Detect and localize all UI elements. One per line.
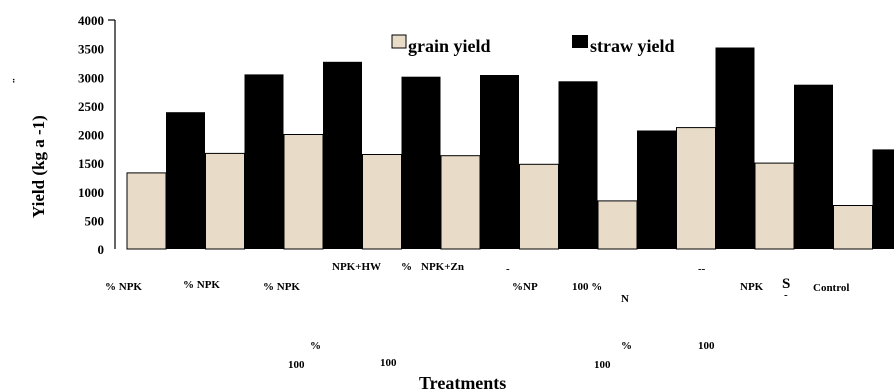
category-label-fragment: NPK+Zn [421,261,464,273]
legend-label-straw-yield: straw yield [590,36,675,56]
bar-straw-yield [794,84,833,249]
category-label-fragment: 100 [288,359,305,371]
y-tick-label: 3500 [78,42,104,57]
category-labels: % NPK % NPK % NPK NPK+HW % NPK+Zn %NP 10… [105,261,849,371]
bar-straw-yield [715,47,755,249]
bar-straw-yield [637,130,676,249]
x-axis-title: Treatments [419,373,506,392]
category-label-fragment: % [621,340,632,352]
y-tick-label: 2000 [78,128,104,143]
y-axis-title: Yield (kg a -1) [29,115,48,218]
legend-label-grain-yield: grain yield [408,36,491,56]
y-tick-label: 0 [98,242,105,257]
y-tick-label: 1000 [78,185,104,200]
bar-grain-yield [205,152,245,250]
category-label-fragment: % NPK [105,281,142,293]
bar-straw-yield [480,75,519,249]
bar-grain-yield [126,172,167,250]
bar-grain-yield [833,205,873,250]
category-label-fragment: - [506,263,510,275]
bar-grain-yield [676,127,716,250]
category-label-fragment: 100 [380,357,397,369]
bar-straw-yield [872,149,894,249]
y-tick-label: 500 [85,213,105,228]
bar-straw-yield [323,61,362,249]
y-axis-title-mark: ¨ [11,78,26,83]
y-tick-label: 2500 [78,99,104,114]
bar-straw-yield [166,112,205,249]
bar-grain-yield [440,155,481,250]
category-label-fragment: Control [813,282,849,294]
y-tick-label: 4000 [78,13,104,28]
category-label-fragment: % NPK [183,279,220,291]
bar-straw-yield [401,76,441,249]
category-label-fragment: 100 [698,340,715,352]
category-label-fragment: S [782,276,790,292]
bar-grain-yield [519,163,559,250]
bar-grain-yield [754,162,795,250]
category-label-fragment: % NPK [263,281,300,293]
category-label-fragment: - [784,289,788,301]
bar-grain-yield [283,134,324,250]
bar-grain-yield [597,200,638,250]
category-label-fragment: NPK [740,281,764,293]
legend-swatch-grain-yield [391,34,407,49]
bar-straw-yield [558,81,598,249]
legend-swatch-straw-yield [572,35,588,48]
category-label-fragment: % [310,340,321,352]
category-label-fragment: -- [698,263,706,275]
legend: grain yield straw yield [391,34,675,56]
category-label-fragment: N [621,293,629,305]
category-label-fragment: %NP [512,281,538,293]
bar-straw-yield [244,74,284,250]
bars [126,47,894,250]
y-tick-label: 3000 [78,70,104,85]
y-tick-label: 1500 [78,156,104,171]
category-label-fragment: 100 [594,359,611,371]
y-tick-labels: 0 500 1000 1500 2000 2500 3000 3500 4000 [78,13,104,257]
category-label-fragment: 100 % [572,281,602,293]
bar-grain-yield [362,154,402,250]
category-label-fragment: NPK+HW [332,261,381,273]
category-label-fragment: % [401,261,412,273]
